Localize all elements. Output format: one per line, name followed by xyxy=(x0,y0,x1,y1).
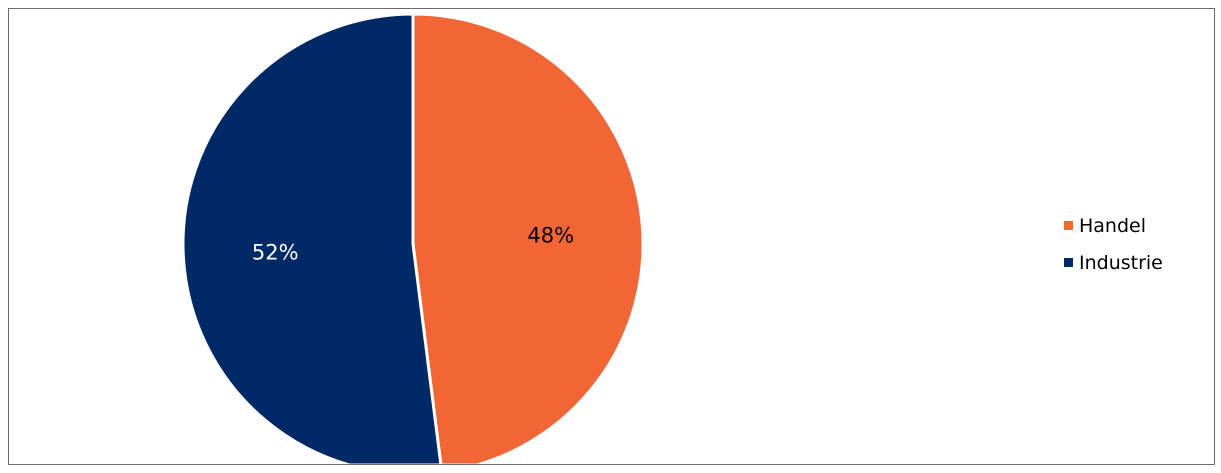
pie-slice-industrie xyxy=(181,12,443,464)
pie-slice-handel xyxy=(411,12,645,464)
legend-swatch-industrie xyxy=(1064,258,1073,267)
data-label-handel: 48% xyxy=(527,223,574,247)
legend-label-handel: Handel xyxy=(1079,214,1147,237)
legend-label-industrie: Industrie xyxy=(1079,251,1163,274)
legend-item-industrie: Industrie xyxy=(1064,244,1163,281)
legend-swatch-handel xyxy=(1064,221,1073,230)
data-label-industrie: 52% xyxy=(252,241,299,265)
legend-item-handel: Handel xyxy=(1064,207,1163,244)
legend: Handel Industrie xyxy=(1064,207,1163,281)
